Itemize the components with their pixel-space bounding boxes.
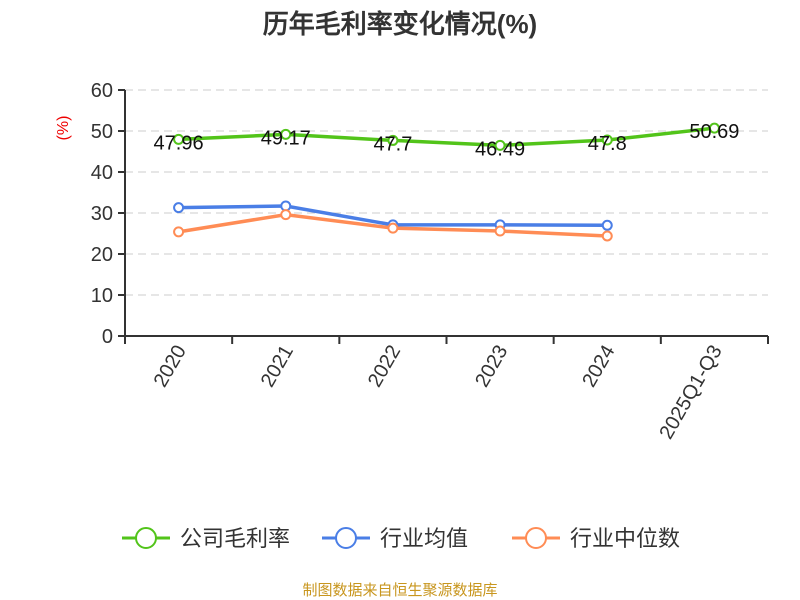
- y-tick-label: 50: [91, 121, 113, 143]
- y-axis-label: (%): [55, 116, 72, 141]
- data-label: 47.7: [373, 133, 412, 155]
- data-label: 47.8: [588, 133, 627, 155]
- data-label: 49.17: [261, 127, 311, 149]
- series-line-0: [178, 126, 715, 148]
- y-tick-label: 30: [91, 203, 113, 225]
- legend-marker-icon: [525, 527, 547, 549]
- legend-label: 行业中位数: [570, 526, 680, 551]
- legend-label: 公司毛利率: [180, 526, 290, 551]
- data-point: [173, 202, 185, 214]
- data-point: [173, 226, 185, 238]
- legend-item-1[interactable]: 行业均值: [322, 526, 468, 551]
- x-tick-label: 2020: [150, 342, 191, 392]
- data-point: [387, 134, 399, 146]
- data-point: [387, 222, 399, 234]
- data-point: [601, 134, 613, 146]
- data-point: [494, 139, 506, 151]
- x-tick-label: 2021: [257, 342, 298, 392]
- x-tick-label: 2022: [364, 342, 405, 392]
- x-tick-label: 2025Q1-Q3: [655, 342, 726, 444]
- data-point: [280, 128, 292, 140]
- data-point: [280, 209, 292, 221]
- y-tick-label: 20: [91, 244, 113, 266]
- x-tick-label: 2024: [578, 342, 619, 392]
- chart-title: 历年毛利率变化情况(%): [263, 9, 537, 39]
- y-tick-label: 10: [91, 285, 113, 307]
- legend-marker-icon: [335, 527, 357, 549]
- legend-item-0[interactable]: 公司毛利率: [122, 526, 290, 551]
- legend-marker-icon: [135, 527, 157, 549]
- data-label: 46.49: [475, 138, 525, 160]
- source-note: 制图数据来自恒生聚源数据库: [302, 582, 497, 599]
- y-tick-label: 60: [91, 80, 113, 102]
- data-point: [601, 219, 613, 231]
- data-label: 47.96: [154, 132, 204, 154]
- data-point: [708, 122, 720, 134]
- data-point: [601, 230, 613, 242]
- data-point: [494, 225, 506, 237]
- y-tick-label: 0: [102, 326, 113, 348]
- legend-label: 行业均值: [380, 526, 468, 551]
- legend-item-2[interactable]: 行业中位数: [512, 526, 680, 551]
- y-tick-label: 40: [91, 162, 113, 184]
- data-point: [173, 133, 185, 145]
- data-label: 50.69: [689, 121, 739, 143]
- x-tick-label: 2023: [471, 342, 512, 392]
